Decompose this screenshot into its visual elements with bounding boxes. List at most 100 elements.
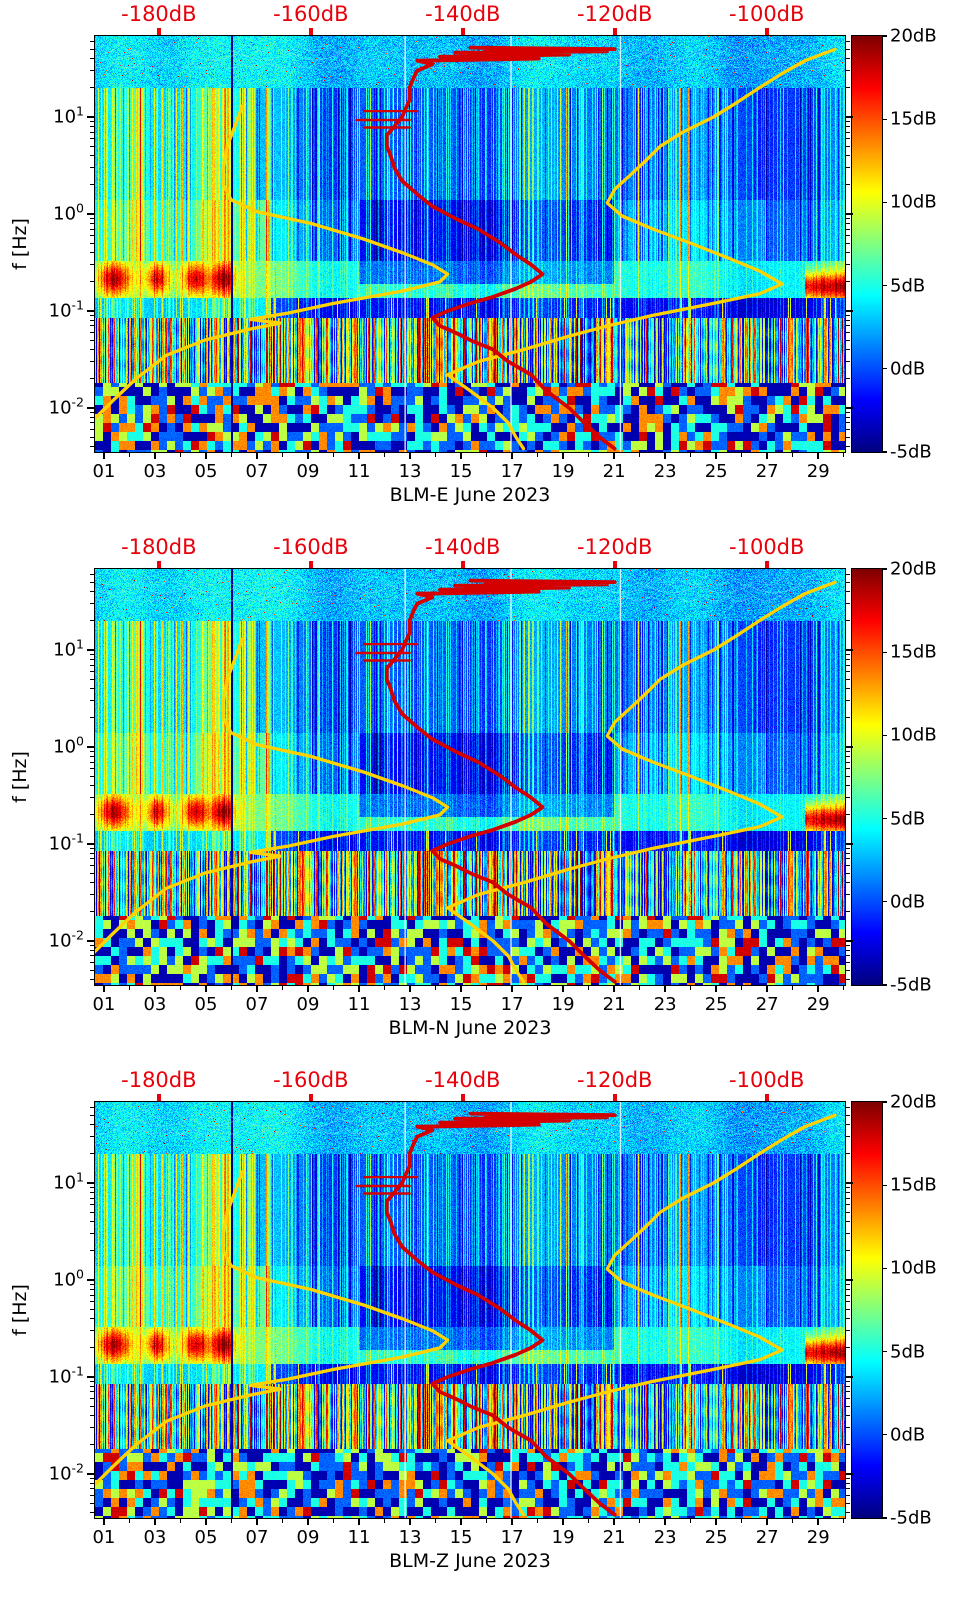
y-minor-tick bbox=[846, 349, 850, 351]
y-minor-tick bbox=[846, 314, 850, 316]
colorbar-tick bbox=[883, 1517, 887, 1519]
x-minor-tick bbox=[435, 1519, 437, 1523]
x-tick bbox=[409, 453, 411, 459]
y-tick-label: 101 bbox=[53, 638, 84, 661]
y-minor-tick bbox=[90, 1330, 94, 1332]
x-tick bbox=[358, 453, 360, 459]
x-tick bbox=[613, 1519, 615, 1525]
x-tick-label: 11 bbox=[347, 994, 371, 1015]
x-tick bbox=[664, 453, 666, 459]
y-minor-tick bbox=[90, 1397, 94, 1399]
y-minor-tick bbox=[846, 446, 850, 448]
y-tick-mantissa: 10 bbox=[53, 203, 77, 225]
top-db-tick bbox=[308, 1094, 313, 1101]
y-tick-mantissa: 10 bbox=[53, 736, 77, 758]
y-minor-tick bbox=[846, 1136, 850, 1138]
y-minor-tick bbox=[846, 852, 850, 854]
colorbar-tick bbox=[883, 901, 887, 903]
colorbar bbox=[852, 36, 882, 452]
y-minor-tick bbox=[846, 242, 850, 244]
y-minor-tick bbox=[846, 155, 850, 157]
y-minor-tick bbox=[846, 717, 850, 719]
y-minor-tick bbox=[90, 411, 94, 413]
y-minor-tick bbox=[846, 1124, 850, 1126]
x-tick-label: 07 bbox=[245, 1527, 269, 1548]
y-tick-label: 10-1 bbox=[49, 299, 84, 322]
y-minor-tick bbox=[90, 979, 94, 981]
y-tick-mantissa: 10 bbox=[53, 639, 77, 661]
colorbar-tick-label: 5dB bbox=[890, 808, 926, 830]
colorbar-tick bbox=[883, 734, 887, 736]
x-tick bbox=[511, 1519, 513, 1525]
y-minor-tick bbox=[90, 775, 94, 777]
y-minor-tick bbox=[846, 775, 850, 777]
y-minor-tick bbox=[846, 961, 850, 963]
y-minor-tick bbox=[90, 1488, 94, 1490]
x-tick bbox=[409, 986, 411, 992]
x-tick bbox=[205, 453, 207, 459]
x-tick-label: 01 bbox=[92, 1527, 116, 1548]
y-minor-tick bbox=[90, 581, 94, 583]
x-tick-label: 01 bbox=[92, 994, 116, 1015]
x-minor-tick bbox=[588, 1519, 590, 1523]
colorbar-tick bbox=[883, 368, 887, 370]
y-minor-tick bbox=[90, 222, 94, 224]
y-minor-tick bbox=[90, 428, 94, 430]
y-minor-tick bbox=[90, 814, 94, 816]
y-minor-tick bbox=[846, 70, 850, 72]
top-db-tick bbox=[156, 561, 161, 568]
y-minor-tick bbox=[90, 155, 94, 157]
y-minor-tick bbox=[846, 252, 850, 254]
colorbar-tick bbox=[883, 201, 887, 203]
y-minor-tick bbox=[90, 755, 94, 757]
y-minor-tick bbox=[846, 331, 850, 333]
y-minor-tick bbox=[846, 125, 850, 127]
y-minor-tick bbox=[846, 864, 850, 866]
y-minor-tick bbox=[90, 131, 94, 133]
top-db-label: -120dB bbox=[577, 1068, 653, 1092]
y-minor-tick bbox=[90, 1221, 94, 1223]
x-minor-tick bbox=[435, 986, 437, 990]
top-db-tick bbox=[764, 561, 769, 568]
y-minor-tick bbox=[90, 653, 94, 655]
y-minor-tick bbox=[90, 1502, 94, 1504]
x-tick-label: 11 bbox=[347, 1527, 371, 1548]
y-minor-tick bbox=[846, 361, 850, 363]
top-db-label: -100dB bbox=[729, 2, 805, 26]
x-minor-tick bbox=[384, 453, 386, 457]
y-minor-tick bbox=[90, 281, 94, 283]
y-tick-exponent: -2 bbox=[71, 927, 84, 943]
x-tick-label: 13 bbox=[398, 994, 422, 1015]
y-minor-tick bbox=[846, 979, 850, 981]
y-minor-tick bbox=[846, 814, 850, 816]
y-minor-tick bbox=[846, 1347, 850, 1349]
x-tick-label: 25 bbox=[704, 461, 728, 482]
panel-title: BLM-Z June 2023 bbox=[389, 1550, 551, 1572]
y-minor-tick bbox=[846, 797, 850, 799]
x-tick bbox=[664, 1519, 666, 1525]
y-minor-tick bbox=[90, 242, 94, 244]
y-minor-tick bbox=[90, 785, 94, 787]
x-minor-tick bbox=[741, 986, 743, 990]
y-minor-tick bbox=[90, 872, 94, 874]
y-minor-tick bbox=[846, 1186, 850, 1188]
x-tick bbox=[715, 1519, 717, 1525]
top-db-label: -120dB bbox=[577, 535, 653, 559]
x-tick-label: 27 bbox=[755, 1527, 779, 1548]
y-minor-tick bbox=[846, 882, 850, 884]
y-minor-tick bbox=[846, 678, 850, 680]
y-minor-tick bbox=[90, 1415, 94, 1417]
y-minor-tick bbox=[846, 847, 850, 849]
y-minor-tick bbox=[90, 378, 94, 380]
y-tick-exponent: 0 bbox=[76, 1266, 84, 1282]
top-db-label: -180dB bbox=[121, 1068, 197, 1092]
spectrogram-canvas bbox=[95, 569, 845, 985]
x-tick-label: 05 bbox=[194, 1527, 218, 1548]
y-tick-label: 100 bbox=[53, 1266, 84, 1291]
y-minor-tick bbox=[90, 264, 94, 266]
top-db-tick bbox=[308, 561, 313, 568]
spectrogram-panel-BLM-E: BLM-E June 2023 f [Hz] 01 03 05 07 09 11 13 15 1… bbox=[0, 0, 962, 533]
y-minor-tick bbox=[90, 145, 94, 147]
y-tick-exponent: -2 bbox=[71, 394, 84, 410]
x-tick bbox=[307, 1519, 309, 1525]
